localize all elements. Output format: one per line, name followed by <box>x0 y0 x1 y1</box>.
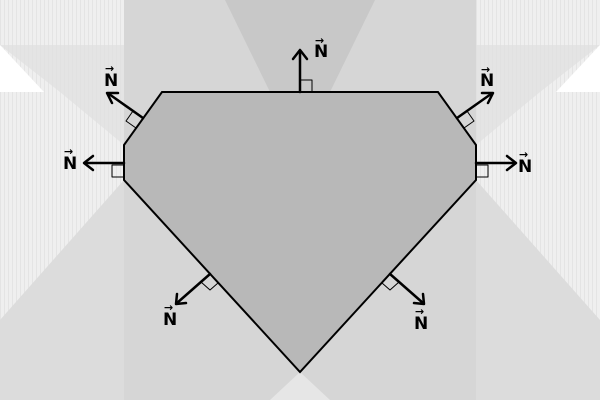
svg-text:→: → <box>315 34 324 47</box>
lower-left-wedge <box>0 180 124 400</box>
normal-lower-left <box>174 272 219 306</box>
svg-text:→: → <box>519 148 528 161</box>
top-wedge <box>225 0 375 92</box>
label-top: → N <box>314 34 328 62</box>
svg-text:→: → <box>415 305 424 318</box>
label-lower-left: → N <box>163 301 177 330</box>
bottom-wedge <box>270 372 330 400</box>
svg-text:→: → <box>164 301 173 314</box>
label-upper-left: → N <box>104 62 118 91</box>
normal-top <box>291 48 313 94</box>
label-left: → N <box>63 145 77 174</box>
svg-text:→: → <box>105 62 114 75</box>
lower-right-wedge <box>476 180 600 400</box>
right-notch <box>556 45 600 92</box>
svg-text:N: N <box>163 310 177 330</box>
svg-text:N: N <box>104 71 118 91</box>
normal-left <box>82 154 126 178</box>
svg-text:N: N <box>63 154 77 174</box>
label-right: → N <box>518 148 532 177</box>
label-lower-right: → N <box>414 305 428 334</box>
svg-text:→: → <box>481 63 490 76</box>
left-wedge <box>0 45 124 145</box>
normal-labels: → N → N → N → N → N → N → N <box>63 34 532 334</box>
right-wedge <box>476 45 600 145</box>
normal-upper-right <box>455 91 495 129</box>
svg-text:N: N <box>518 157 532 177</box>
svg-text:N: N <box>414 314 428 334</box>
svg-text:N: N <box>480 71 494 91</box>
svg-text:N: N <box>314 42 328 62</box>
label-upper-right: → N <box>480 63 494 91</box>
normal-upper-left <box>105 91 145 129</box>
normal-right <box>474 154 518 178</box>
normal-lower-right <box>381 272 426 306</box>
svg-text:→: → <box>64 145 73 158</box>
left-notch <box>0 45 44 92</box>
